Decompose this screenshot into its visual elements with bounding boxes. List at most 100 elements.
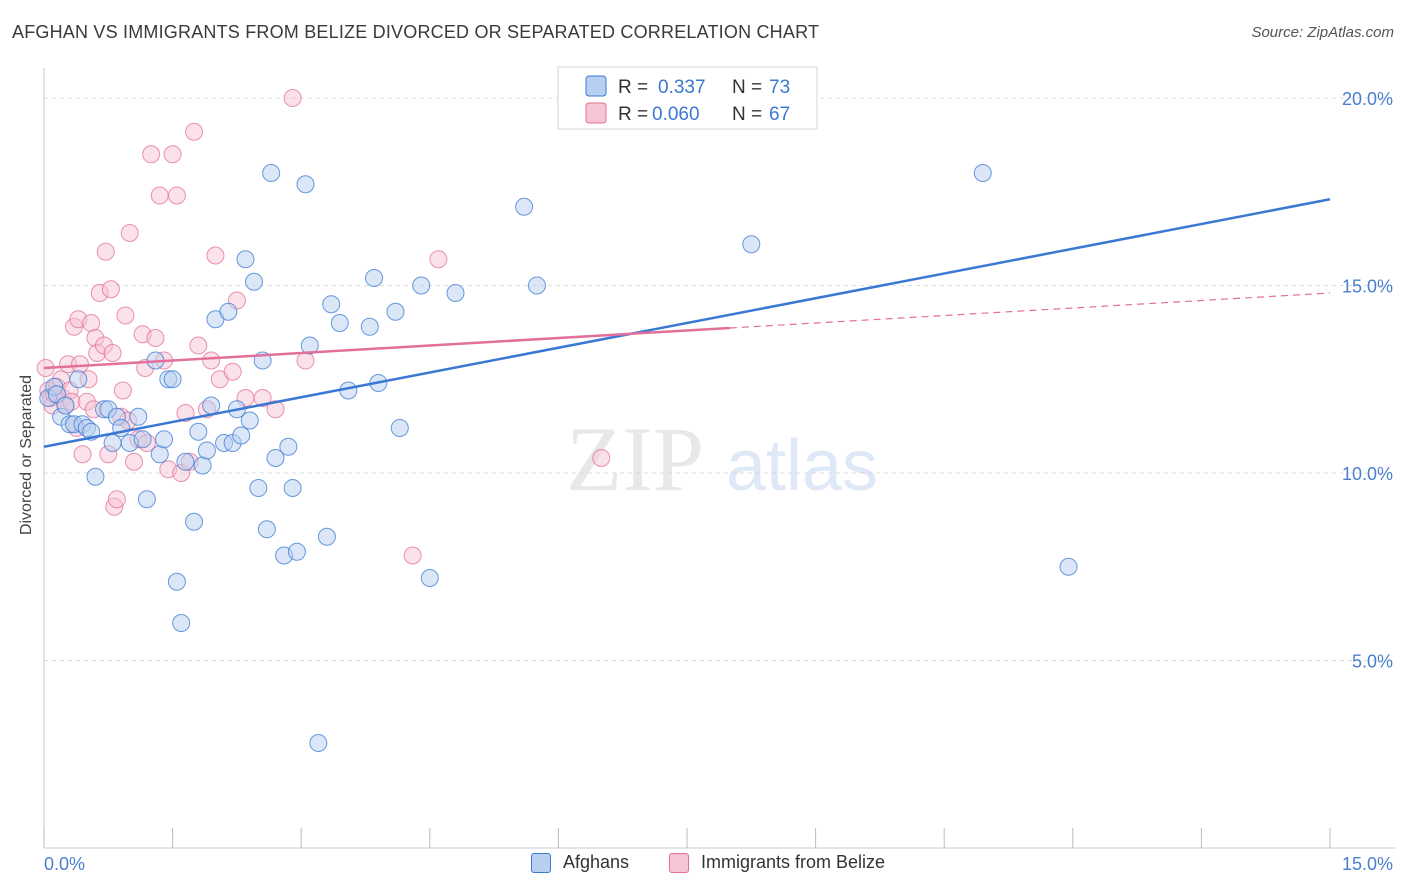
afghans-point-57 xyxy=(330,314,349,332)
afghans-point-23 xyxy=(155,430,174,449)
belize-point-51 xyxy=(185,122,204,141)
legend-pink-n-label: N = xyxy=(732,104,762,125)
afghans-point-62 xyxy=(386,302,405,321)
afghans-point-7 xyxy=(69,370,88,389)
belize-point-66 xyxy=(592,449,611,467)
belize-point-65 xyxy=(429,250,448,269)
afghans-point-65 xyxy=(420,569,439,587)
afghans-point-18 xyxy=(129,407,148,426)
afghans-point-51 xyxy=(287,542,306,561)
afghans-point-22 xyxy=(150,445,169,464)
belize-point-25 xyxy=(96,242,115,261)
belize-point-60 xyxy=(253,389,272,407)
afghans-point-52 xyxy=(296,175,315,194)
afghans-point-64 xyxy=(412,276,431,295)
belize-point-41 xyxy=(142,145,161,164)
watermark-zip: ZIP xyxy=(566,408,704,510)
belize-point-27 xyxy=(101,280,120,299)
afghans-point-59 xyxy=(360,317,379,336)
belize-point-16 xyxy=(73,445,92,464)
afghans-point-41 xyxy=(240,411,259,430)
y-tick-label-0: 5.0% xyxy=(1352,652,1393,672)
afghans-point-29 xyxy=(185,512,204,531)
trend-line-1 xyxy=(43,326,730,370)
belize-point-63 xyxy=(296,351,315,370)
afghans-point-42 xyxy=(245,272,264,291)
belize-point-43 xyxy=(150,186,169,205)
belize-point-49 xyxy=(176,404,195,422)
gridlines xyxy=(44,97,1395,661)
belize-point-36 xyxy=(125,452,144,471)
belize-point-54 xyxy=(202,351,221,370)
belize-point-32 xyxy=(113,381,132,400)
watermark-atlas: atlas xyxy=(726,426,878,506)
belize-point-46 xyxy=(163,145,182,164)
afghans-point-56 xyxy=(322,295,341,314)
chart-title: AFGHAN VS IMMIGRANTS FROM BELIZE DIVORCE… xyxy=(12,22,820,42)
belize-point-42 xyxy=(146,329,165,347)
y-tick-label-3: 20.0% xyxy=(1342,89,1393,109)
afghans-point-46 xyxy=(262,164,281,182)
belize-point-61 xyxy=(266,400,285,419)
afghans-point-49 xyxy=(279,437,298,456)
afghans-point-71 xyxy=(973,164,992,182)
legend-blue-n-value: 73 xyxy=(769,77,790,98)
belize-point-28 xyxy=(103,344,122,362)
afghans-swatch xyxy=(531,852,551,873)
afghans-point-36 xyxy=(219,302,238,321)
afghans-point-26 xyxy=(167,572,186,591)
belize-point-15 xyxy=(71,355,90,374)
legend-item-afghans[interactable]: Afghans xyxy=(531,852,629,873)
legend-blue-n-label: N = xyxy=(732,77,762,98)
afghans-point-53 xyxy=(300,336,319,355)
afghans-point-28 xyxy=(176,452,195,471)
x-tick-labels: 0.0% 15.0% xyxy=(44,854,1393,874)
afghans-point-4 xyxy=(56,396,75,415)
y-tick-label-1: 10.0% xyxy=(1342,464,1393,484)
legend-afghans-label: Afghans xyxy=(563,852,630,872)
trend-lines xyxy=(43,198,1331,448)
belize-point-52 xyxy=(189,336,208,355)
legend-pink-n-value: 67 xyxy=(769,104,790,125)
source-label: Source: ZipAtlas.com xyxy=(1251,24,1394,41)
belize-point-19 xyxy=(82,314,101,332)
y-tick-label-2: 15.0% xyxy=(1342,277,1393,297)
afghans-point-54 xyxy=(309,734,328,752)
afghans-point-60 xyxy=(365,269,384,287)
x-tick-label-0: 0.0% xyxy=(44,854,85,874)
afghans-point-32 xyxy=(197,441,216,460)
belize-point-55 xyxy=(206,246,225,265)
bottom-legend: Afghans Immigrants from Belize xyxy=(0,852,1406,878)
axes xyxy=(43,68,1395,849)
afghans-point-66 xyxy=(446,284,465,302)
afghans-point-50 xyxy=(283,479,302,497)
afghans-point-72 xyxy=(1059,557,1078,576)
legend-pink-swatch xyxy=(585,102,607,124)
afghans-point-45 xyxy=(257,520,276,539)
legend-pink-r-label: R = xyxy=(618,104,648,125)
legend-blue-swatch xyxy=(585,75,607,97)
belize-point-57 xyxy=(223,362,242,381)
afghans-point-25 xyxy=(163,370,182,389)
belize-point-64 xyxy=(403,546,422,565)
afghans-point-63 xyxy=(390,419,409,437)
stats-legend: R = 0.337 N = 73 R = 0.060 N = 67 xyxy=(557,66,818,130)
belize-point-62 xyxy=(283,89,302,107)
afghans-point-39 xyxy=(232,426,251,445)
legend-item-belize[interactable]: Immigrants from Belize xyxy=(669,852,885,873)
y-tick-labels: 5.0% 10.0% 15.0% 20.0% xyxy=(1342,89,1393,672)
afghans-point-20 xyxy=(137,490,156,509)
belize-point-47 xyxy=(167,186,186,205)
legend-belize-label: Immigrants from Belize xyxy=(701,852,886,872)
afghans-point-69 xyxy=(742,235,761,254)
belize-point-30 xyxy=(107,490,126,509)
legend-blue-r-value: 0.337 xyxy=(658,77,706,98)
afghans-point-43 xyxy=(249,479,268,497)
series-belize-points xyxy=(36,89,611,565)
afghans-point-47 xyxy=(266,449,285,467)
afghans-point-30 xyxy=(189,422,208,441)
afghans-point-67 xyxy=(515,197,534,216)
series-afghans-points xyxy=(39,107,1078,752)
x-tick-label-1: 15.0% xyxy=(1342,854,1393,874)
